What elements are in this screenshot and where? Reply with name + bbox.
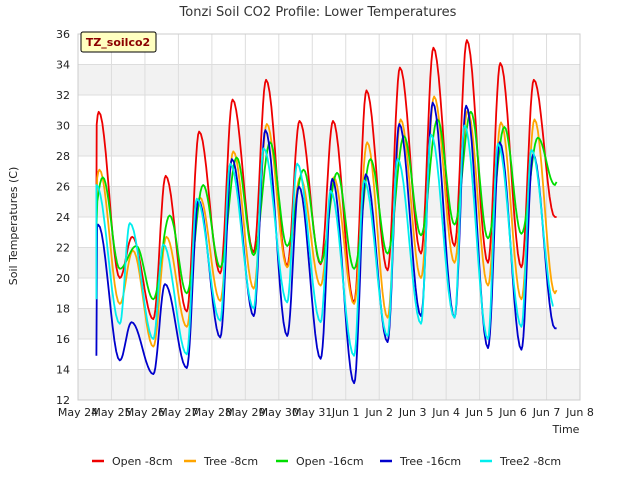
y-tick-label: 26 bbox=[56, 181, 70, 194]
plot-frame bbox=[77, 33, 581, 401]
x-tick-label: May 30 bbox=[259, 406, 299, 419]
x-tick-label: May 26 bbox=[125, 406, 165, 419]
series-layer bbox=[95, 39, 558, 385]
legend-label: Open -8cm bbox=[112, 455, 173, 468]
y-tick-label: 16 bbox=[56, 333, 70, 346]
legend-label: Open -16cm bbox=[296, 455, 364, 468]
y-tick-label: 30 bbox=[56, 120, 70, 133]
y-tick-label: 14 bbox=[56, 364, 70, 377]
y-tick-label: 20 bbox=[56, 272, 70, 285]
x-tick-label: Jun 2 bbox=[364, 406, 393, 419]
legend-label: Tree -16cm bbox=[399, 455, 461, 468]
x-tick-label: May 29 bbox=[225, 406, 265, 419]
legend: Open -8cm Tree -8cm Open -16cm Tree -16cm Tr… bbox=[92, 455, 561, 468]
x-tick-label: Jun 3 bbox=[398, 406, 427, 419]
x-tick-label: May 24 bbox=[58, 406, 98, 419]
series-line-5 bbox=[95, 124, 554, 357]
x-tick-label: Jun 4 bbox=[431, 406, 460, 419]
x-tick-label: Jun 8 bbox=[565, 406, 594, 419]
x-tick-label: May 28 bbox=[192, 406, 232, 419]
y-tick-label: 34 bbox=[56, 59, 70, 72]
x-axis-label: Time bbox=[552, 423, 580, 436]
station-badge: TZ_soilco2 bbox=[80, 31, 157, 53]
x-tick-label: Jun 6 bbox=[498, 406, 527, 419]
y-axis-ticks: 12 14 16 18 20 22 24 26 28 30 32 34 36 bbox=[56, 28, 70, 407]
x-tick-label: Jun 5 bbox=[465, 406, 494, 419]
chart-title: Tonzi Soil CO2 Profile: Lower Temperatur… bbox=[179, 5, 457, 20]
legend-label: Tree2 -8cm bbox=[499, 455, 561, 468]
x-tick-label: Jun 7 bbox=[532, 406, 561, 419]
x-tick-label: May 27 bbox=[158, 406, 198, 419]
y-tick-label: 24 bbox=[56, 211, 70, 224]
x-tick-label: May 25 bbox=[91, 406, 131, 419]
series-line-4 bbox=[95, 101, 557, 385]
plot-band bbox=[78, 369, 580, 400]
y-tick-label: 36 bbox=[56, 28, 70, 41]
y-tick-label: 22 bbox=[56, 242, 70, 255]
plot-band bbox=[78, 308, 580, 339]
plot-band bbox=[78, 64, 580, 95]
y-tick-label: 12 bbox=[56, 394, 70, 407]
x-tick-label: Jun 1 bbox=[331, 406, 360, 419]
station-badge-label: TZ_soilco2 bbox=[86, 36, 150, 49]
y-tick-label: 32 bbox=[56, 89, 70, 102]
y-tick-label: 18 bbox=[56, 303, 70, 316]
y-tick-label: 28 bbox=[56, 150, 70, 163]
station-badge-box bbox=[80, 31, 157, 53]
x-tick-label: May 31 bbox=[292, 406, 332, 419]
plot-band bbox=[78, 247, 580, 278]
y-axis-label: Soil Temperatures (C) bbox=[7, 167, 20, 286]
legend-label: Tree -8cm bbox=[203, 455, 258, 468]
